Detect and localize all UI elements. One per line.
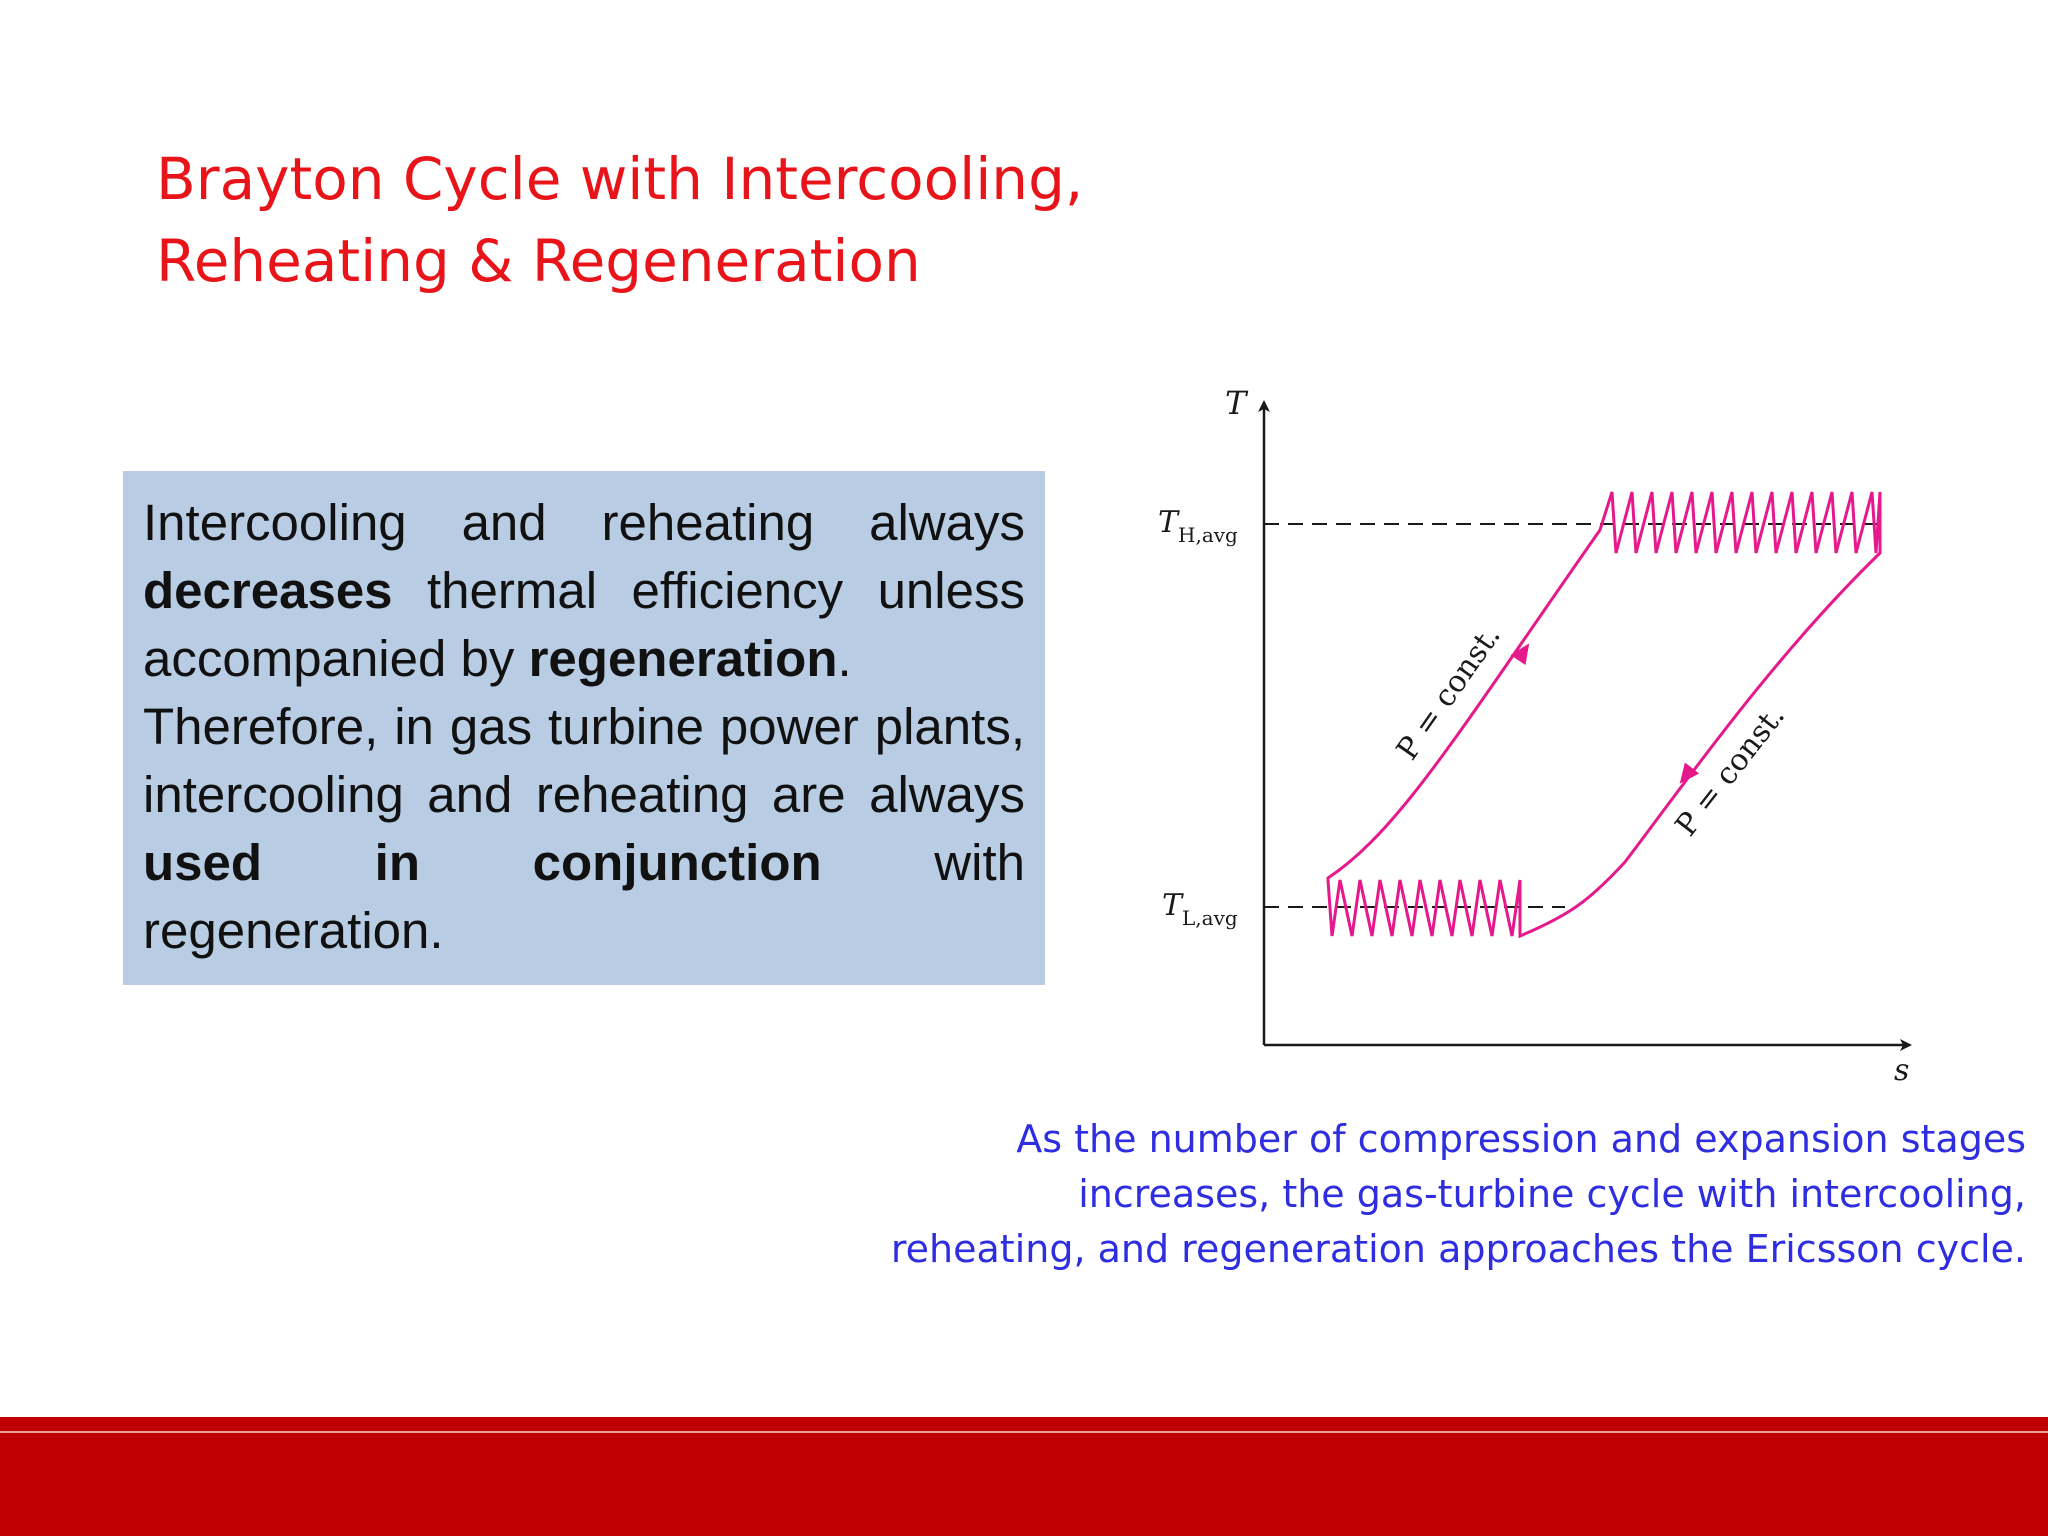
- emphasis-decreases: decreases: [143, 562, 393, 619]
- para1-end: .: [837, 630, 852, 687]
- emphasis-used-in-conjunction: used in conjunction: [143, 834, 822, 891]
- emphasis-regeneration: regeneration: [528, 630, 838, 687]
- para1-middle: thermal efficiency unless accompanied by: [143, 562, 1025, 687]
- footer-divider: [0, 1431, 2048, 1433]
- tl-avg-symbol: T: [1162, 888, 1184, 923]
- para2-end: with regeneration.: [143, 834, 1025, 959]
- ts-diagram: T s TH,avg TL,avg P = const. P = const.: [1158, 384, 1912, 1088]
- th-avg-symbol: T: [1158, 505, 1180, 540]
- tl-avg-label: TL,avg: [1162, 888, 1238, 930]
- title-line-1: Brayton Cycle with Intercooling,: [156, 145, 1084, 213]
- title-line-2: Reheating & Regeneration: [156, 227, 921, 295]
- compression-direction-arrow: [1510, 643, 1530, 666]
- expansion-direction-arrow: [1679, 762, 1700, 784]
- t-axis-label: T: [1225, 384, 1249, 422]
- diagram-caption: As the number of compression and expansi…: [876, 1112, 2026, 1277]
- para1-word-3: reheating: [601, 494, 815, 551]
- para2-start: Therefore, in gas turbine power plants, …: [143, 698, 1025, 823]
- th-avg-label: TH,avg: [1158, 505, 1238, 547]
- explanation-box: Intercooling and reheating always decrea…: [123, 471, 1045, 985]
- slide-title: Brayton Cycle with Intercooling, Reheati…: [156, 138, 1156, 302]
- th-avg-subscript: H,avg: [1178, 523, 1238, 547]
- explanation-paragraph-1: Intercooling and reheating always decrea…: [143, 489, 1025, 693]
- para1-word-4: always: [869, 494, 1025, 551]
- cycle-path: [1326, 491, 1882, 939]
- s-axis-label: s: [1894, 1053, 1909, 1088]
- para1-word-1: Intercooling: [143, 494, 407, 551]
- caption-line-2: increases, the gas-turbine cycle with in…: [1078, 1172, 2026, 1216]
- footer-bar: [0, 1417, 2048, 1536]
- explanation-paragraph-2: Therefore, in gas turbine power plants, …: [143, 693, 1025, 965]
- para1-word-2: and: [461, 494, 547, 551]
- caption-line-3: reheating, and regeneration approaches t…: [890, 1227, 2026, 1271]
- caption-line-1: As the number of compression and expansi…: [1016, 1117, 2026, 1161]
- tl-avg-subscript: L,avg: [1182, 906, 1238, 930]
